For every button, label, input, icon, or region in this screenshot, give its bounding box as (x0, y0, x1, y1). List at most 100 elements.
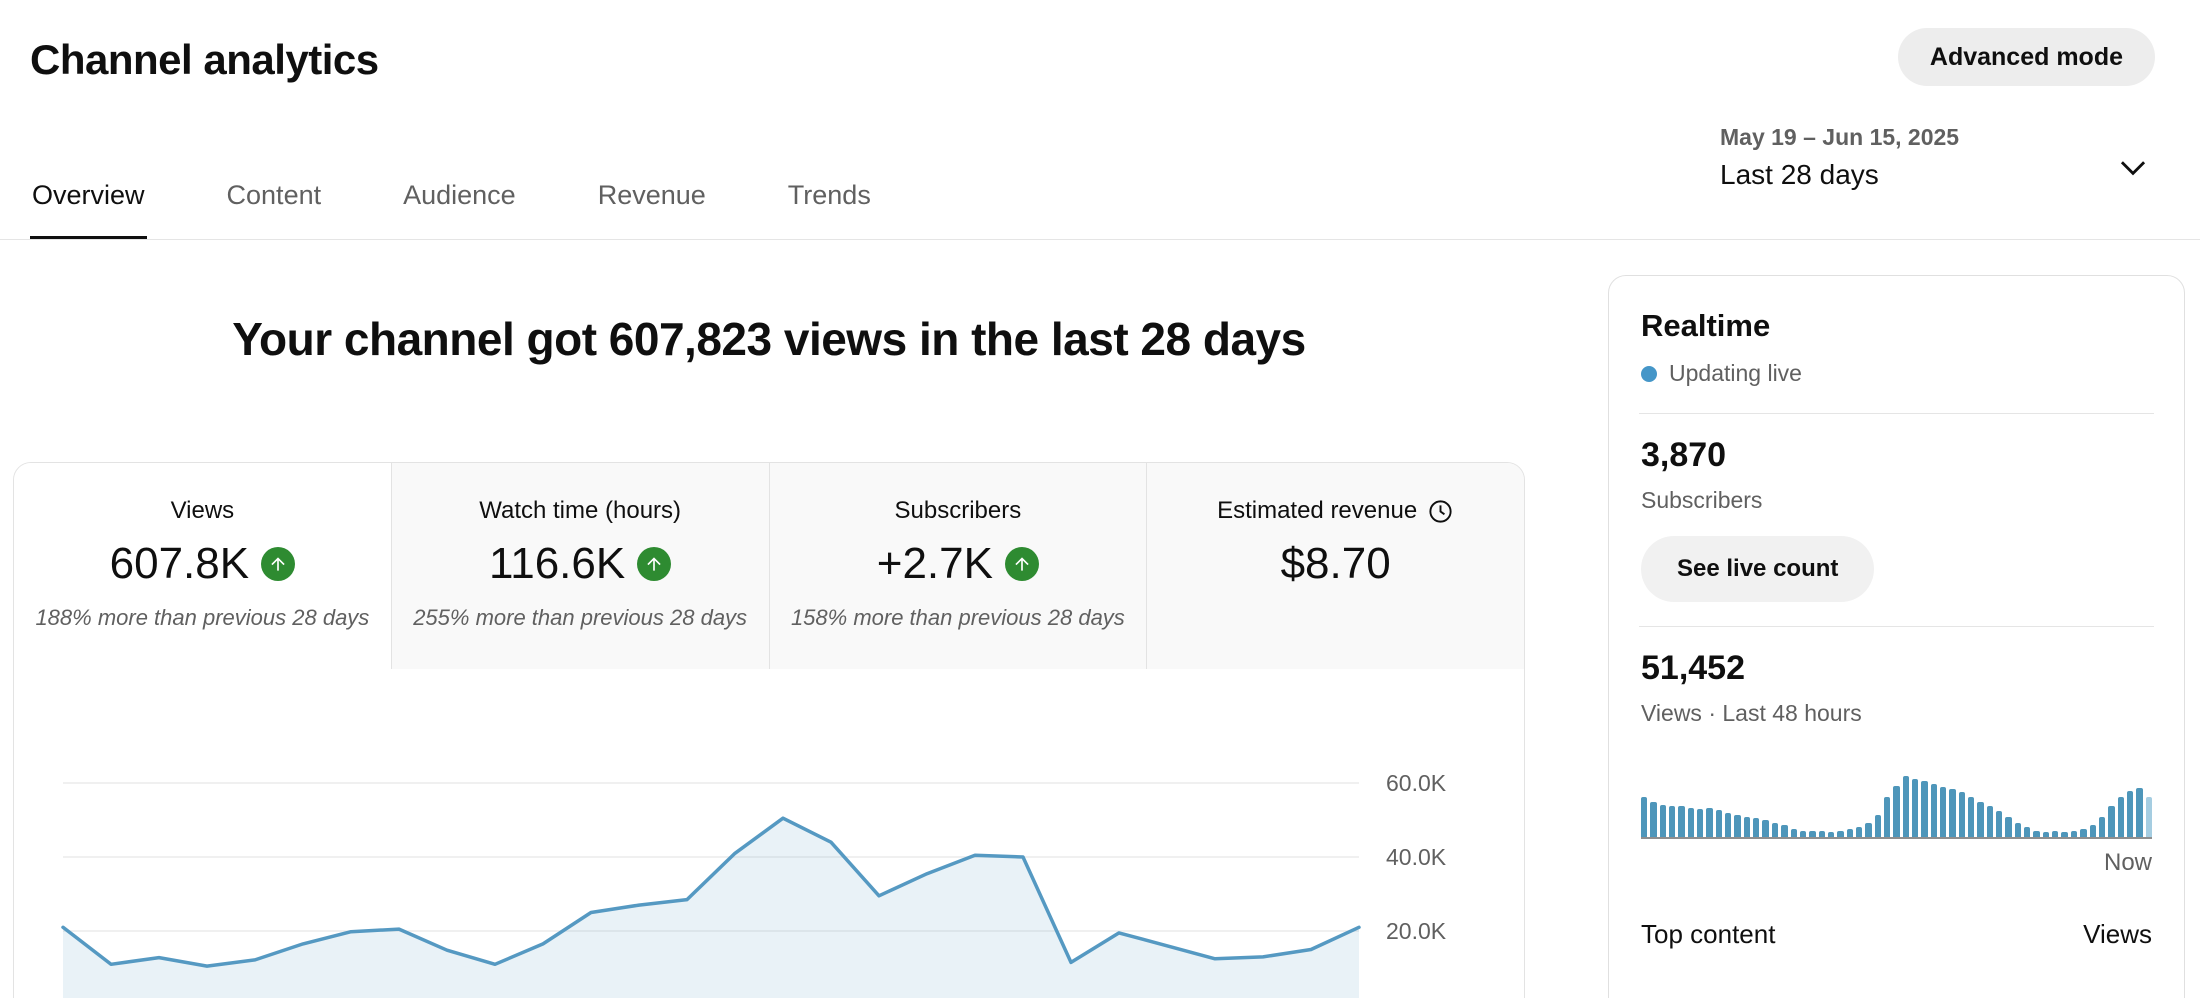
realtime-bar (1781, 825, 1788, 837)
realtime-bar (1650, 802, 1657, 837)
realtime-bar (1940, 787, 1947, 837)
trend-up-icon (1004, 547, 1039, 581)
date-range-text: May 19 – Jun 15, 2025 (1720, 124, 1960, 150)
realtime-bar (1771, 823, 1779, 837)
metric-label: Watch time (hours) (479, 497, 682, 524)
metric-card-estimated-revenue[interactable]: Estimated revenue $8.70 (1147, 463, 1524, 669)
realtime-bar (1697, 809, 1704, 837)
metric-change-text: 255% more than previous 28 days (413, 605, 748, 630)
top-content-views-label: Views (2083, 919, 2152, 949)
realtime-bar (1818, 831, 1825, 837)
metric-change-text: 188% more than previous 28 days (35, 605, 370, 630)
realtime-bar (2014, 823, 2022, 837)
realtime-bar (1986, 806, 1994, 837)
metric-value: 607.8K (109, 539, 250, 588)
realtime-title: Realtime (1641, 308, 1771, 343)
page-title: Channel analytics (30, 36, 379, 83)
clock-icon (1429, 499, 1452, 523)
realtime-bar (1790, 829, 1797, 837)
tab-content[interactable]: Content (226, 179, 322, 210)
metric-card-watch-time-hours[interactable]: Watch time (hours) 116.6K 255% more than p… (391, 463, 770, 669)
tab-trends[interactable]: Trends (787, 179, 871, 210)
metric-card-views[interactable]: Views 607.8K 188% more than previous 28 da… (14, 463, 392, 669)
realtime-bar (2136, 788, 2143, 837)
live-dot-icon (1641, 365, 1657, 382)
realtime-bar (1837, 831, 1844, 837)
trend-up-icon (261, 547, 296, 581)
realtime-bar (1641, 797, 1648, 837)
top-content-label: Top content (1641, 919, 1776, 949)
realtime-bar (2061, 832, 2068, 837)
realtime-bar (2005, 817, 2012, 837)
date-range-picker[interactable]: May 19 – Jun 15, 2025 Last 28 days (1720, 124, 2170, 214)
key-metrics-card: Views 607.8K 188% more than previous 28 da… (13, 462, 1525, 998)
top-content-header-row: Top content Views (1641, 919, 2152, 950)
chevron-down-icon (2120, 161, 2146, 176)
realtime-bar (2052, 831, 2059, 837)
realtime-now-label: Now (2103, 849, 2152, 876)
realtime-bar-chart (1641, 773, 2152, 839)
realtime-bar (1846, 829, 1853, 837)
realtime-views-count: 51,452 (1641, 649, 1745, 687)
realtime-bar (1734, 815, 1741, 837)
analytics-tab-bar: Overview Content Audience Revenue Trends (30, 150, 873, 240)
realtime-bar (2145, 797, 2152, 837)
metric-change-text: 158% more than previous 28 days (790, 605, 1125, 630)
realtime-card: Realtime Updating live 3,870 Subscribers… (1608, 275, 2185, 998)
realtime-bar (2080, 829, 2087, 837)
realtime-bar (1799, 831, 1807, 837)
realtime-bar (2098, 817, 2106, 837)
realtime-bar (2126, 791, 2134, 837)
realtime-bar (1865, 823, 1872, 837)
tab-bar-divider (0, 239, 2200, 240)
realtime-bar (1949, 789, 1956, 837)
realtime-bar (1753, 818, 1760, 837)
realtime-bar (1706, 808, 1713, 837)
tab-overview[interactable]: Overview (30, 150, 147, 240)
metric-label: Subscribers (894, 497, 1022, 524)
realtime-bar (1911, 779, 1919, 837)
realtime-bar (1902, 776, 1909, 837)
realtime-bar (1827, 832, 1835, 837)
tab-audience[interactable]: Audience (403, 179, 516, 210)
realtime-bar (1669, 806, 1676, 837)
svg-text:20.0K: 20.0K (1386, 918, 1447, 944)
date-preset-text: Last 28 days (1720, 159, 1879, 190)
svg-text:60.0K: 60.0K (1386, 770, 1447, 796)
realtime-bar (2033, 831, 2040, 837)
realtime-bar (2117, 797, 2124, 837)
realtime-bar (1958, 792, 1966, 837)
metric-label: Estimated revenue (1217, 497, 1418, 524)
metric-value: +2.7K (876, 539, 993, 588)
realtime-bar (1921, 781, 1928, 837)
realtime-bar (1687, 808, 1695, 837)
realtime-bar (1883, 797, 1891, 837)
trend-up-icon (637, 547, 672, 581)
realtime-bar (2070, 831, 2078, 837)
realtime-bar (1968, 797, 1975, 837)
overview-headline: Your channel got 607,823 views in the la… (232, 313, 1306, 365)
realtime-bar (1715, 810, 1723, 837)
realtime-bar (1855, 827, 1863, 837)
realtime-bar (1996, 811, 2003, 837)
see-live-count-button[interactable]: See live count (1641, 536, 1875, 602)
realtime-bar (1659, 805, 1667, 837)
realtime-subscribers-count: 3,870 (1641, 436, 1727, 474)
realtime-bar (1725, 813, 1732, 837)
realtime-views-label: Views · Last 48 hours (1641, 700, 1862, 726)
realtime-bar (1930, 784, 1937, 837)
realtime-bar (1977, 802, 1984, 837)
realtime-status-label: Updating live (1669, 360, 1802, 386)
metric-value: $8.70 (1280, 539, 1391, 588)
metric-label: Views (170, 497, 235, 524)
realtime-bar (1893, 786, 1900, 837)
metric-card-subscribers[interactable]: Subscribers +2.7K 158% more than previous … (769, 463, 1148, 669)
realtime-bar (2024, 827, 2031, 837)
tab-revenue[interactable]: Revenue (597, 179, 706, 210)
svg-text:40.0K: 40.0K (1386, 844, 1447, 870)
metric-card-row: Views 607.8K 188% more than previous 28 da… (14, 463, 1524, 669)
metric-value: 116.6K (489, 539, 626, 588)
advanced-mode-button[interactable]: Advanced mode (1897, 28, 2155, 86)
realtime-bar (2042, 832, 2050, 837)
